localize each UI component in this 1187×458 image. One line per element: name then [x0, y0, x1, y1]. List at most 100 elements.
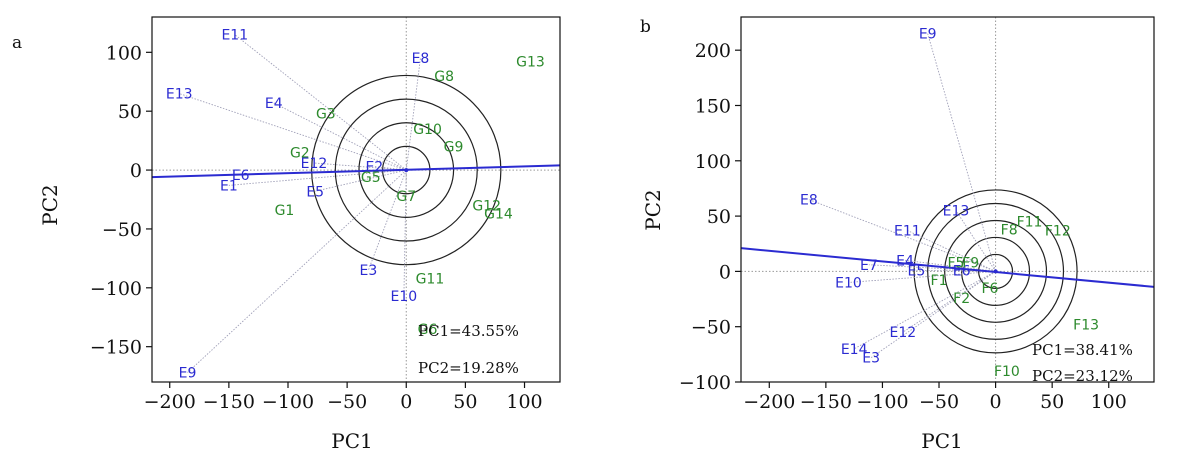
point-label-f13: F13: [1073, 317, 1099, 333]
annotation-pc1: PC1=43.55%: [418, 322, 519, 340]
y-tick-label: −50: [691, 317, 731, 339]
point-label-f6: F6: [981, 281, 998, 297]
x-axis-title: PC1: [921, 429, 962, 453]
point-label-g9: G9: [444, 140, 464, 156]
y-tick-label: 100: [106, 42, 142, 64]
x-tick-label: −200: [743, 391, 795, 413]
x-tick-label: −100: [262, 391, 314, 413]
point-label-e11: E11: [894, 223, 921, 239]
y-tick-label: −100: [90, 278, 142, 300]
concentric-circle: [334, 98, 478, 242]
panel-label: b: [640, 17, 651, 37]
plot-frame: [740, 16, 1155, 383]
point-label-e3: E3: [360, 263, 378, 279]
point-label-g2: G2: [290, 145, 310, 161]
point-label-e6: E6: [953, 263, 971, 279]
point-label-e4: E4: [265, 96, 283, 112]
x-tick-label: −50: [919, 391, 959, 413]
annotation-pc2: PC2=19.28%: [418, 359, 519, 377]
x-tick-label: 0: [400, 391, 412, 413]
vector-e10: [848, 270, 996, 283]
y-tick-label: 50: [118, 101, 142, 123]
point-label-e11: E11: [221, 28, 248, 44]
point-label-e12: E12: [889, 325, 916, 341]
origin-marker: [993, 269, 998, 274]
y-tick-label: 150: [695, 95, 731, 117]
y-tick-label: 200: [695, 40, 731, 62]
point-label-e7: E7: [860, 258, 878, 274]
origin-marker: [404, 168, 409, 173]
x-tick-label: 50: [1040, 391, 1064, 413]
point-label-f8: F8: [1001, 222, 1018, 238]
point-label-e13: E13: [943, 204, 970, 220]
y-tick-label: 50: [707, 206, 731, 228]
point-label-e2: E2: [365, 160, 383, 176]
vector-e5: [315, 169, 407, 192]
point-label-f9: F9: [962, 256, 979, 272]
annotation-pc2: PC2=23.12%: [1032, 367, 1133, 385]
x-tick-label: 50: [453, 391, 477, 413]
concentric-circle: [913, 189, 1078, 354]
point-label-e9: E9: [919, 27, 937, 43]
plot-frame: [151, 16, 561, 383]
vector-e8: [808, 199, 996, 272]
point-label-e3: E3: [862, 351, 880, 367]
concentric-circle: [358, 122, 455, 218]
y-tick-label: 100: [695, 151, 731, 173]
concentric-circle: [311, 74, 502, 266]
point-label-e12: E12: [301, 156, 328, 172]
point-label-f10: F10: [994, 364, 1020, 380]
vector-e4: [273, 102, 407, 171]
point-label-f11: F11: [1017, 215, 1043, 231]
vector-e9: [927, 33, 997, 272]
point-label-e5: E5: [908, 263, 926, 279]
point-label-e10: E10: [391, 289, 418, 305]
vector-e14: [853, 270, 996, 350]
point-label-e8: E8: [800, 193, 818, 209]
vector-e11: [234, 34, 407, 171]
point-label-g13: G13: [516, 55, 545, 71]
x-tick-label: 0: [990, 391, 1002, 413]
y-axis-title: PC2: [641, 189, 665, 230]
x-tick-label: −150: [800, 391, 852, 413]
x-tick-label: −50: [327, 391, 367, 413]
x-tick-label: −150: [203, 391, 255, 413]
vector-e8: [405, 58, 421, 171]
point-label-g6: G6: [418, 322, 438, 338]
vector-e6: [961, 269, 996, 272]
y-tick-label: 0: [130, 160, 142, 182]
point-label-f1: F1: [931, 273, 948, 289]
panel-label: a: [12, 33, 22, 53]
y-tick-label: −50: [102, 219, 142, 241]
x-axis-title: PC1: [331, 429, 372, 453]
average-axis-line: [741, 247, 1154, 288]
point-label-f12: F12: [1045, 223, 1071, 239]
concentric-circle: [961, 236, 1031, 306]
point-label-e4: E4: [896, 253, 914, 269]
x-tick-label: −100: [856, 391, 908, 413]
vector-e12: [902, 271, 996, 333]
y-tick-label: −150: [90, 337, 142, 359]
annotation-pc1: PC1=38.41%: [1032, 341, 1133, 359]
point-label-g1: G1: [275, 203, 295, 219]
x-tick-label: −200: [144, 391, 196, 413]
vector-e2: [374, 166, 407, 171]
vector-e13: [955, 210, 996, 272]
average-axis-line: [152, 164, 560, 179]
point-label-g7: G7: [396, 189, 416, 205]
concentric-circle: [927, 202, 1065, 340]
point-label-e10: E10: [835, 275, 862, 291]
point-label-e14: E14: [841, 342, 868, 358]
point-label-g12: G12: [472, 198, 501, 214]
vector-e11: [907, 230, 996, 272]
y-axis-title: PC2: [38, 184, 62, 225]
point-label-g10: G10: [413, 122, 442, 138]
vector-e13: [179, 93, 407, 171]
